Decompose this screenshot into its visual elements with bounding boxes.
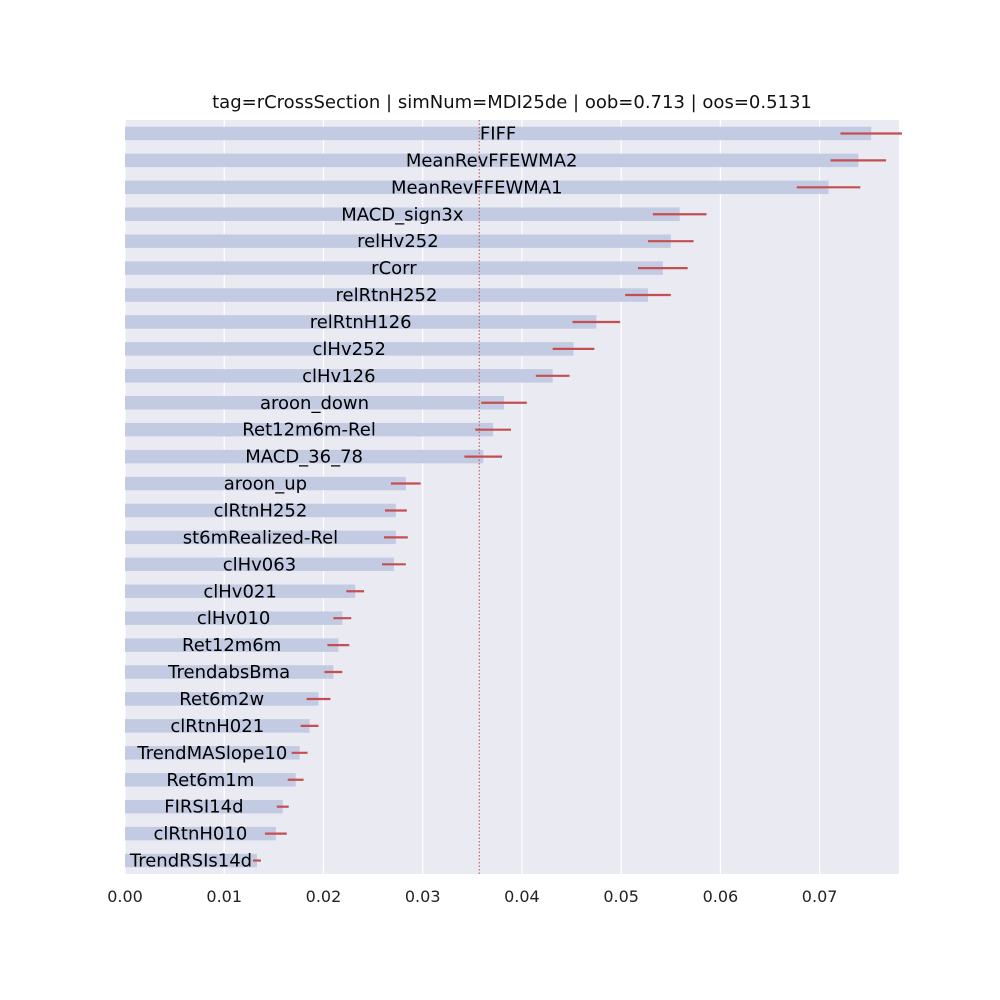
- bar-label-series: FIFF MeanRevFFEWMA2 MeanRevFFEWMA1 MACD_sig…: [129, 123, 578, 871]
- x-tick-label: 0.06: [703, 887, 739, 906]
- bar-label: clHv010: [197, 608, 270, 629]
- bar: [125, 261, 663, 275]
- bar-label: MeanRevFFEWMA2: [406, 150, 578, 171]
- bar: [125, 826, 276, 841]
- bar-label: relHv252: [357, 231, 439, 252]
- bar: [125, 449, 484, 464]
- bar: [125, 288, 648, 302]
- x-tick-label: 0.03: [405, 887, 441, 906]
- bar-label: TrendRSIs14d: [129, 851, 252, 872]
- bar-label: Ret6m2w: [179, 689, 264, 710]
- bar: [125, 342, 574, 356]
- bar: [125, 476, 406, 491]
- bar-label: FIFF: [480, 123, 516, 144]
- bar: [125, 746, 300, 760]
- bar: [125, 584, 356, 598]
- x-tick-label: 0.07: [802, 887, 838, 906]
- bar: [125, 126, 872, 141]
- bar: [125, 638, 339, 652]
- bar-label: rCorr: [371, 258, 417, 279]
- bar-label: MACD_36_78: [245, 447, 363, 468]
- bar: [125, 422, 494, 437]
- bar: [125, 530, 396, 545]
- bar-label: clRtnH252: [214, 500, 308, 521]
- x-axis: 0.00 0.01 0.02 0.03 0.04 0.05 0.06 0.07: [107, 887, 837, 906]
- x-tick-label: 0.00: [107, 887, 143, 906]
- bar-label: clHv126: [302, 366, 375, 387]
- bar-label: clRtnH021: [170, 716, 264, 737]
- bar-label: st6mRealized-Rel: [183, 527, 338, 548]
- bar: [125, 557, 394, 572]
- bar: [125, 799, 283, 814]
- bar: [125, 369, 553, 383]
- bar-label: Ret6m1m: [166, 770, 254, 791]
- bar: [125, 665, 334, 679]
- x-tick-label: 0.05: [603, 887, 639, 906]
- bar: [125, 719, 310, 733]
- bar: [125, 503, 396, 518]
- bar: [125, 611, 343, 625]
- chart-title: tag=rCrossSection | simNum=MDI25de | oob…: [212, 92, 812, 113]
- bar-label: TrendabsBma: [167, 662, 290, 683]
- x-tick-label: 0.02: [306, 887, 342, 906]
- bar: [125, 396, 505, 410]
- x-tick-label: 0.01: [206, 887, 242, 906]
- bar-series: [125, 126, 872, 868]
- bar-label: TrendMASlope10: [136, 743, 287, 764]
- error-bar-series: [253, 132, 902, 862]
- bar-label: Ret12m6m-Rel: [242, 420, 376, 441]
- bar-label: relRtnH126: [310, 312, 412, 333]
- bar: [125, 853, 257, 868]
- bar-label: MACD_sign3x: [341, 204, 464, 225]
- bar-label: clHv021: [203, 581, 276, 602]
- bar-label: Ret12m6m: [182, 635, 281, 656]
- bar: [125, 692, 319, 706]
- bar: [125, 234, 671, 248]
- bar: [125, 207, 680, 221]
- bar-label: aroon_up: [224, 474, 307, 495]
- bar-label: clHv063: [223, 554, 296, 575]
- bar-label: MeanRevFFEWMA1: [391, 177, 563, 198]
- bar: [125, 773, 296, 787]
- bar: [125, 180, 829, 195]
- bar-label: relRtnH252: [335, 285, 437, 306]
- bar-label: FIRSI14d: [164, 797, 243, 818]
- bar-label: clHv252: [313, 339, 386, 360]
- bar: [125, 315, 597, 329]
- bar-label: clRtnH010: [154, 824, 248, 845]
- x-tick-label: 0.04: [504, 887, 540, 906]
- bar-label: aroon_down: [260, 393, 369, 414]
- bar: [125, 153, 859, 168]
